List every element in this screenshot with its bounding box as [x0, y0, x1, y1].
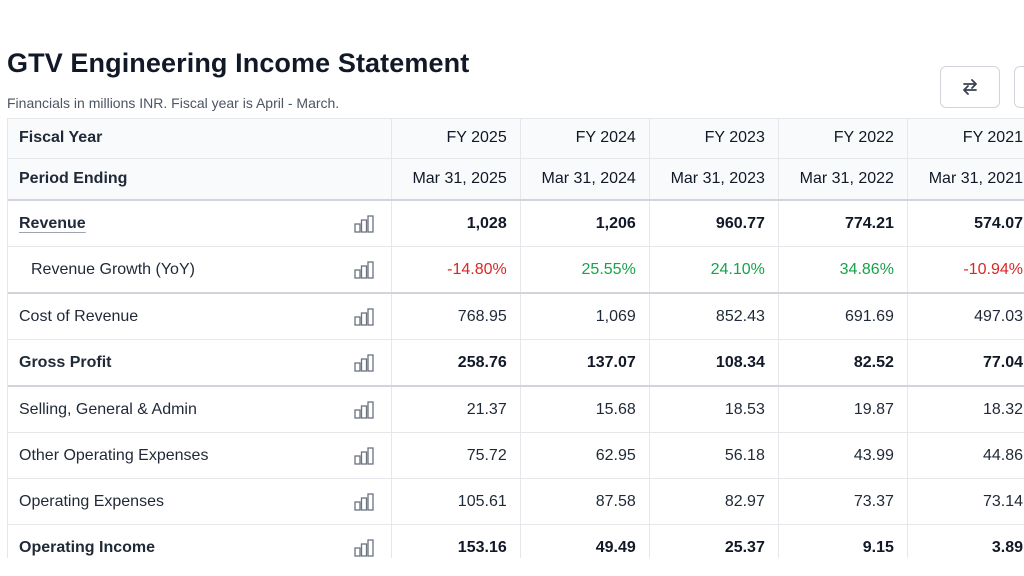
bar-chart-icon[interactable] — [354, 538, 374, 557]
value-cell: 15.68 — [520, 386, 650, 433]
value-cell: 44.86 — [907, 432, 1024, 479]
value-cell: 25.55% — [520, 246, 650, 294]
value-cell: 49.49 — [520, 524, 650, 558]
value-cell: 153.16 — [391, 524, 521, 558]
row-label: Cost of Revenue — [19, 307, 139, 325]
value-cell: 19.87 — [778, 386, 908, 433]
value-cell: 960.77 — [649, 200, 779, 247]
row-label-cell: Operating Expenses — [7, 478, 392, 525]
swap-arrows-icon — [963, 79, 977, 95]
header-cell: FY 2022 — [778, 118, 908, 159]
row-label-cell: Gross Profit — [7, 339, 392, 387]
value-cell: 21.37 — [391, 386, 521, 433]
row-label-cell: Revenue — [7, 200, 392, 247]
table-row[interactable]: Operating Expenses 105.61 87.58 82.97 73.37 7… — [7, 478, 1024, 525]
row-label-cell: Revenue Growth (YoY) — [7, 246, 392, 294]
value-cell: 24.10% — [649, 246, 779, 294]
header-cell: Mar 31, 2025 — [391, 158, 521, 201]
row-label: Revenue Growth (YoY) — [31, 260, 195, 278]
table-header-row: Fiscal Year FY 2025 FY 2024 FY 2023 FY 2022 F… — [7, 118, 1024, 159]
header-cell: Mar 31, 2021 — [907, 158, 1024, 201]
row-label: Other Operating Expenses — [19, 446, 209, 464]
header-cell: Mar 31, 2024 — [520, 158, 650, 201]
bar-chart-icon[interactable] — [354, 307, 374, 326]
header-cell: Mar 31, 2022 — [778, 158, 908, 201]
table-header-row: Period Ending Mar 31, 2025 Mar 31, 2024 Mar… — [7, 158, 1024, 201]
row-label: Gross Profit — [19, 353, 112, 371]
header-cell: FY 2024 — [520, 118, 650, 159]
value-cell: 18.32 — [907, 386, 1024, 433]
value-cell: 497.03 — [907, 293, 1024, 340]
bar-chart-icon[interactable] — [354, 492, 374, 511]
value-cell: 43.99 — [778, 432, 908, 479]
value-cell: 87.58 — [520, 478, 650, 525]
table-row[interactable]: Revenue 1,028 1,206 960.77 774.21 574.07 — [7, 200, 1024, 247]
value-cell: 108.34 — [649, 339, 779, 387]
table-row[interactable]: Gross Profit 258.76 137.07 108.34 82.52 77.04 — [7, 339, 1024, 387]
bar-chart-icon[interactable] — [354, 446, 374, 465]
table-row[interactable]: Selling, General & Admin 21.37 15.68 18.53 1… — [7, 386, 1024, 433]
header-cell: FY 2023 — [649, 118, 779, 159]
table-row[interactable]: Revenue Growth (YoY) -14.80% 25.55% 24.10% 3… — [7, 246, 1024, 294]
page-title: GTV Engineering Income Statement — [7, 48, 470, 78]
bar-chart-icon[interactable] — [354, 400, 374, 419]
row-label-cell: Selling, General & Admin — [7, 386, 392, 433]
bar-chart-icon[interactable] — [354, 353, 374, 372]
more-options-button[interactable] — [1014, 66, 1024, 108]
value-cell: 105.61 — [391, 478, 521, 525]
value-cell: -10.94% — [907, 246, 1024, 294]
value-cell: 73.14 — [907, 478, 1024, 525]
row-label-cell: Cost of Revenue — [7, 293, 392, 340]
value-cell: 25.37 — [649, 524, 779, 558]
row-label-cell: Operating Income — [7, 524, 392, 558]
row-label: Selling, General & Admin — [19, 400, 197, 418]
header-cell: FY 2025 — [391, 118, 521, 159]
value-cell: 852.43 — [649, 293, 779, 340]
value-cell: 62.95 — [520, 432, 650, 479]
value-cell: 691.69 — [778, 293, 908, 340]
value-cell: 1,206 — [520, 200, 650, 247]
value-cell: 18.53 — [649, 386, 779, 433]
value-cell: 82.97 — [649, 478, 779, 525]
value-cell: 77.04 — [907, 339, 1024, 387]
swap-columns-button[interactable] — [940, 66, 1000, 108]
table-row[interactable]: Cost of Revenue 768.95 1,069 852.43 691.69 49… — [7, 293, 1024, 340]
row-label-cell: Other Operating Expenses — [7, 432, 392, 479]
value-cell: 574.07 — [907, 200, 1024, 247]
value-cell: 56.18 — [649, 432, 779, 479]
row-label[interactable]: Revenue — [19, 214, 86, 232]
value-cell: -14.80% — [391, 246, 521, 294]
page-subtitle: Financials in millions INR. Fiscal year … — [7, 95, 340, 111]
value-cell: 258.76 — [391, 339, 521, 387]
header-label: Period Ending — [7, 158, 392, 201]
header-label: Fiscal Year — [7, 118, 392, 159]
row-label: Operating Expenses — [19, 492, 164, 510]
value-cell: 73.37 — [778, 478, 908, 525]
table-row[interactable]: Other Operating Expenses 75.72 62.95 56.18 4… — [7, 432, 1024, 479]
bar-chart-icon[interactable] — [354, 260, 374, 279]
row-label: Operating Income — [19, 538, 156, 556]
income-statement-table: Fiscal Year FY 2025 FY 2024 FY 2023 FY 2022 F… — [7, 118, 1024, 558]
value-cell: 1,028 — [391, 200, 521, 247]
bar-chart-icon[interactable] — [354, 214, 374, 233]
header-cell: FY 2021 — [907, 118, 1024, 159]
value-cell: 137.07 — [520, 339, 650, 387]
value-cell: 1,069 — [520, 293, 650, 340]
value-cell: 774.21 — [778, 200, 908, 247]
value-cell: 9.15 — [778, 524, 908, 558]
value-cell: 768.95 — [391, 293, 521, 340]
value-cell: 82.52 — [778, 339, 908, 387]
value-cell: 3.89 — [907, 524, 1024, 558]
table-row[interactable]: Operating Income 153.16 49.49 25.37 9.15 3.89 — [7, 524, 1024, 558]
value-cell: 34.86% — [778, 246, 908, 294]
value-cell: 75.72 — [391, 432, 521, 479]
header-cell: Mar 31, 2023 — [649, 158, 779, 201]
